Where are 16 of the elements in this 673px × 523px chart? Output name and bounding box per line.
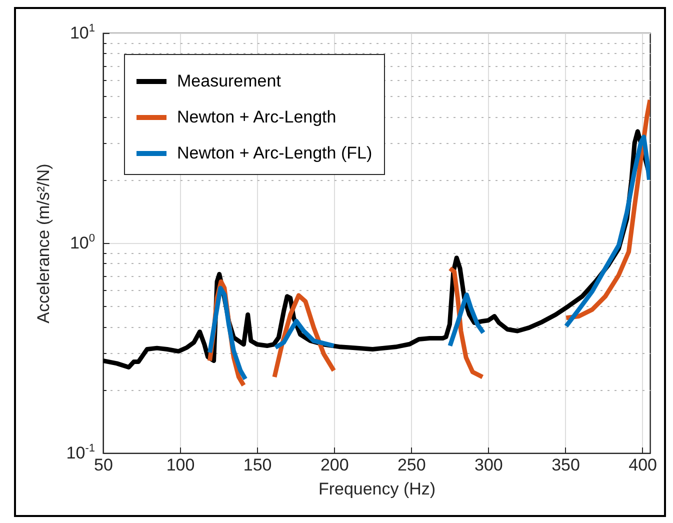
legend-label: Newton + Arc-Length (FL) [177, 144, 372, 162]
x-tick-label: 200 [320, 456, 349, 474]
legend-label: Newton + Arc-Length [177, 108, 336, 126]
legend-label: Measurement [177, 72, 282, 90]
x-tick-label: 100 [166, 456, 195, 474]
x-tick-label: 150 [243, 456, 272, 474]
y-tick-label: 10$^{-1}$ [66, 442, 95, 462]
x-tick-label: 350 [552, 456, 580, 474]
x-axis-title: Frequency (Hz) [318, 480, 436, 498]
x-tick-label: 250 [397, 456, 426, 474]
x-tick-label: 50 [94, 456, 113, 474]
y-tick-label: 10$^{1}$ [70, 22, 95, 42]
y-axis-title: Accelerance (m/s²/N) [34, 164, 53, 324]
x-tick-label: 300 [474, 456, 503, 474]
y-tick-label: 10$^{0}$ [70, 232, 95, 252]
x-tick-label: 400 [628, 456, 657, 474]
